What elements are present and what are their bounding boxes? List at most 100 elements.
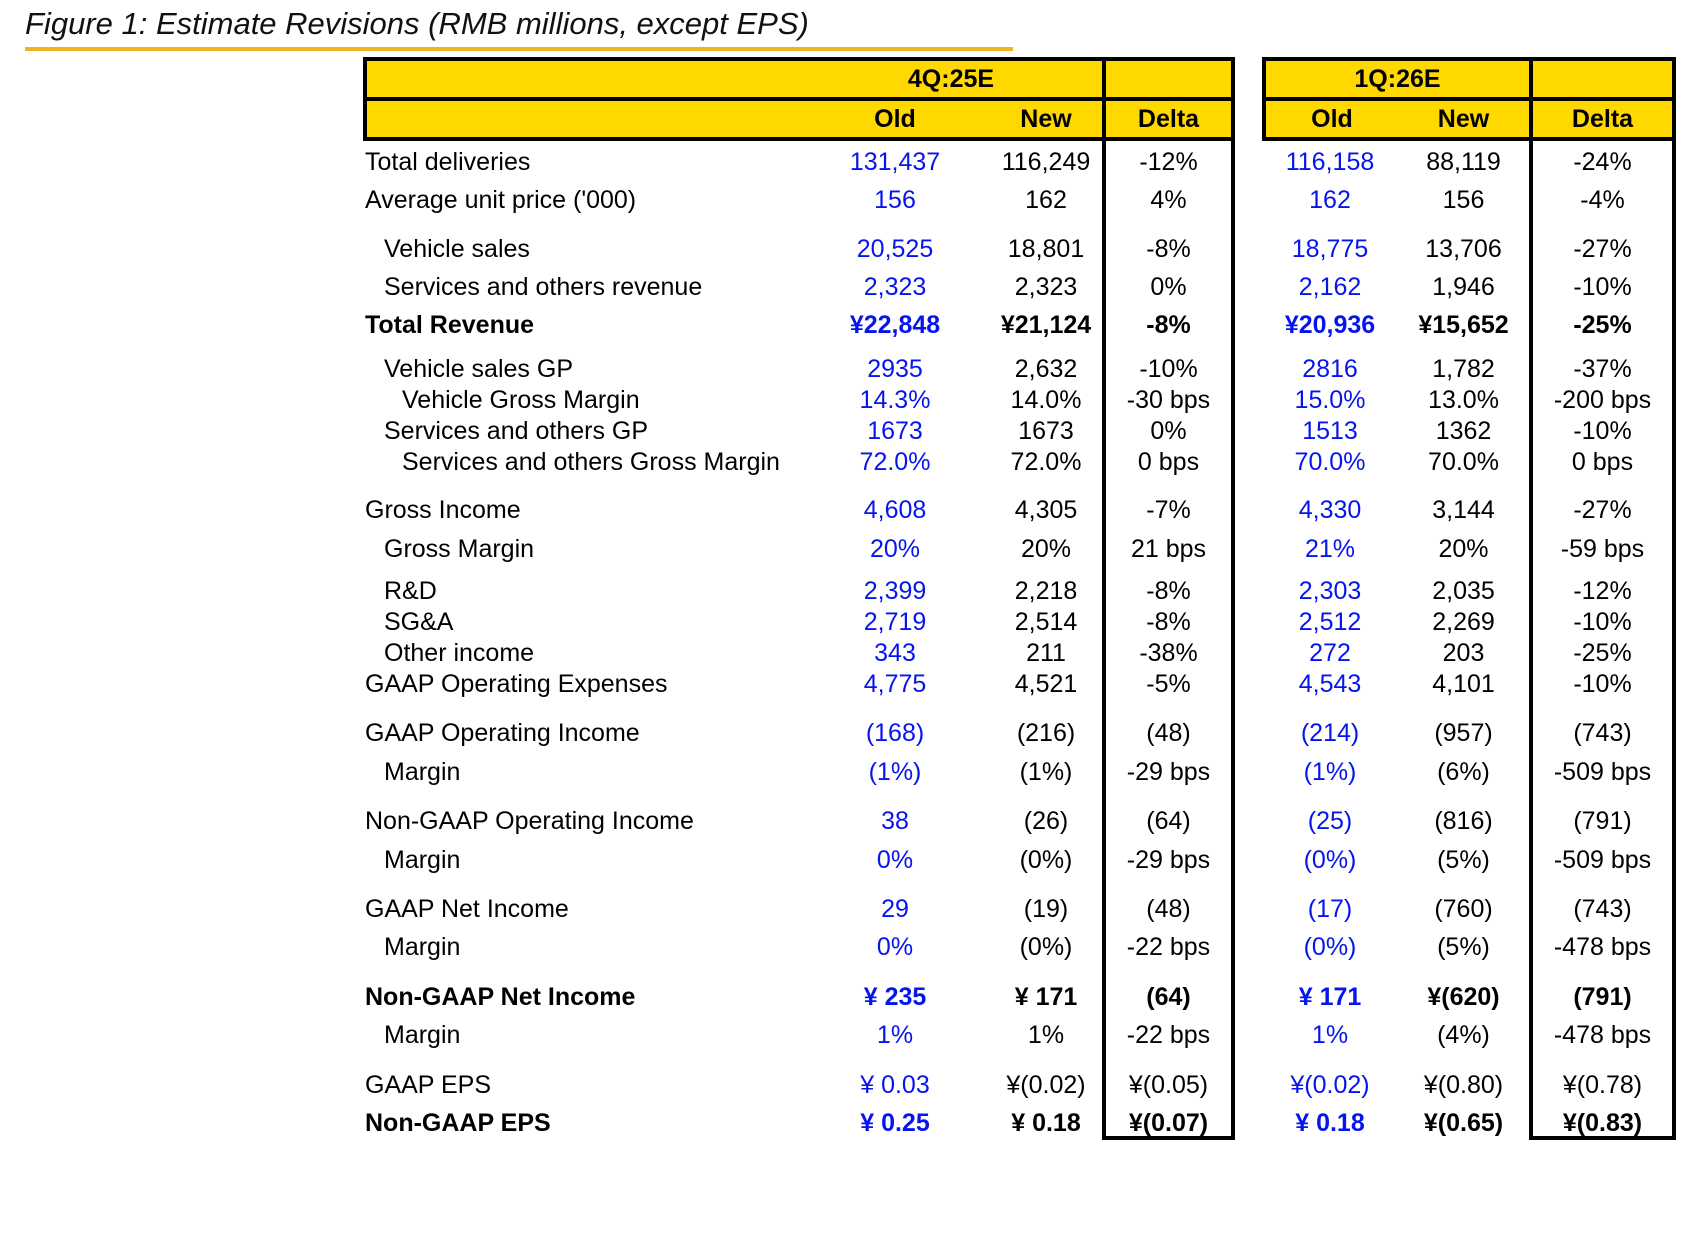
table-row: Vehicle sales 20,525 18,801 -8% 18,775 13,706… — [363, 234, 1676, 265]
row-label: Total Revenue — [365, 311, 535, 339]
cell-4q25e-new: 4,521 — [1014, 670, 1078, 698]
cell-1q26e-new: 13,706 — [1425, 235, 1502, 263]
title-underline — [25, 47, 1013, 51]
row-label: Margin — [384, 933, 461, 961]
row-label: Vehicle Gross Margin — [402, 386, 640, 414]
row-label: GAAP Operating Income — [365, 719, 640, 747]
cell-4q25e-delta: -10% — [1139, 355, 1198, 383]
column-gap — [1235, 310, 1262, 341]
row-label: Margin — [384, 1021, 461, 1049]
new-column-header: New — [1020, 105, 1072, 133]
cell-4q25e-old: ¥ 0.25 — [860, 1109, 930, 1137]
cell-1q26e-old: 116,158 — [1285, 148, 1375, 176]
row-label: GAAP EPS — [365, 1071, 491, 1099]
cell-4q25e-new: 18,801 — [1007, 235, 1085, 263]
cell-4q25e-old: 131,437 — [849, 148, 941, 176]
cell-4q25e-new: ¥ 171 — [1014, 983, 1078, 1011]
cell-4q25e-old: 156 — [874, 186, 916, 214]
cell-4q25e-new: ¥21,124 — [1000, 311, 1092, 339]
cell-4q25e-new: 4,305 — [1014, 496, 1078, 524]
cell-4q25e-old: 2,399 — [863, 577, 927, 605]
cell-4q25e-new: 1% — [1027, 1021, 1065, 1049]
column-gap — [1235, 607, 1262, 638]
column-gap — [1235, 1070, 1262, 1101]
table-row: Gross Income 4,608 4,305 -7% 4,330 3,144 -27% — [363, 495, 1676, 526]
table-row: Other income 343 211 -38% 272 203 -25% — [363, 638, 1676, 669]
cell-1q26e-delta: -10% — [1573, 608, 1632, 636]
cell-1q26e-old: ¥ 0.18 — [1295, 1109, 1365, 1137]
cell-4q25e-delta: ¥(0.07) — [1128, 1109, 1209, 1137]
cell-4q25e-new: 72.0% — [1010, 448, 1082, 476]
column-gap — [1235, 806, 1262, 837]
cell-1q26e-delta: -478 bps — [1553, 933, 1652, 961]
table-row: Non-GAAP EPS ¥ 0.25 ¥ 0.18 ¥(0.07) ¥ 0.18 ¥(0… — [363, 1108, 1676, 1139]
cell-1q26e-delta: (791) — [1573, 807, 1632, 835]
cell-4q25e-new: 2,323 — [1014, 273, 1078, 301]
cell-1q26e-new: (5%) — [1437, 846, 1490, 874]
table-row: Average unit price ('000) 156 162 4% 162 156 -… — [363, 185, 1676, 216]
row-label: Gross Income — [365, 496, 521, 524]
cell-1q26e-new: 156 — [1442, 186, 1485, 214]
cell-4q25e-new: 162 — [1025, 186, 1067, 214]
column-gap — [1235, 1020, 1262, 1051]
cell-1q26e-delta: (743) — [1573, 719, 1632, 747]
cell-4q25e-old: 0% — [876, 933, 914, 961]
cell-1q26e-new: 4,101 — [1432, 670, 1495, 698]
row-label: Services and others revenue — [384, 273, 703, 301]
cell-1q26e-new: 1362 — [1435, 417, 1492, 445]
row-label: Vehicle sales GP — [384, 355, 573, 383]
table-row: GAAP Net Income 29 (19) (48) (17) (760) (743) — [363, 894, 1676, 925]
cell-1q26e-delta: -478 bps — [1553, 1021, 1652, 1049]
table-row: Vehicle sales GP 2935 2,632 -10% 2816 1,782 -3… — [363, 354, 1676, 385]
row-label: Gross Margin — [384, 535, 535, 563]
cell-4q25e-old: (1%) — [868, 758, 922, 786]
cell-1q26e-old: 21% — [1304, 535, 1356, 563]
cell-1q26e-new: (957) — [1434, 719, 1493, 747]
row-label: Non-GAAP Operating Income — [365, 807, 694, 835]
column-gap — [1235, 354, 1262, 385]
cell-4q25e-old: 2935 — [867, 355, 923, 383]
cell-4q25e-old: 38 — [881, 807, 909, 835]
cell-4q25e-delta: -8% — [1146, 235, 1191, 263]
table-row: Vehicle Gross Margin 14.3% 14.0% -30 bps 15.… — [363, 385, 1676, 416]
cell-1q26e-old: 2816 — [1302, 355, 1358, 383]
table-row: Non-GAAP Net Income ¥ 235 ¥ 171 (64) ¥ 171 ¥(… — [363, 982, 1676, 1013]
cell-4q25e-new: ¥(0.02) — [1006, 1071, 1086, 1099]
cell-1q26e-delta: -10% — [1573, 417, 1632, 445]
cell-1q26e-delta: -12% — [1573, 577, 1632, 605]
cell-4q25e-delta: (64) — [1146, 807, 1191, 835]
cell-4q25e-delta: 0% — [1150, 273, 1187, 301]
figure-title: Figure 1: Estimate Revisions (RMB millio… — [25, 6, 809, 41]
cell-4q25e-new: (0%) — [1019, 933, 1073, 961]
cell-1q26e-delta: -25% — [1573, 639, 1632, 667]
cell-4q25e-delta: (48) — [1146, 895, 1191, 923]
column-gap — [1235, 147, 1262, 178]
cell-4q25e-new: 211 — [1026, 639, 1066, 667]
cell-1q26e-delta: -59 bps — [1560, 535, 1645, 563]
cell-1q26e-old: ¥ 171 — [1298, 983, 1362, 1011]
cell-4q25e-old: 2,323 — [863, 273, 927, 301]
cell-1q26e-old: 18,775 — [1291, 235, 1369, 263]
cell-4q25e-delta: -7% — [1146, 496, 1191, 524]
cell-4q25e-old: 1673 — [867, 417, 923, 445]
cell-4q25e-delta: 21 bps — [1130, 535, 1207, 563]
cell-1q26e-old: 70.0% — [1294, 448, 1366, 476]
cell-1q26e-delta: ¥(0.78) — [1562, 1071, 1643, 1099]
cell-4q25e-delta: -8% — [1146, 577, 1191, 605]
cell-1q26e-delta: -509 bps — [1553, 758, 1652, 786]
cell-1q26e-old: ¥(0.02) — [1290, 1071, 1370, 1099]
cell-1q26e-delta: -200 bps — [1553, 386, 1652, 414]
cell-4q25e-delta: 0% — [1150, 417, 1187, 445]
delta-column-header: Delta — [1529, 101, 1672, 137]
cell-1q26e-delta: ¥(0.83) — [1562, 1109, 1643, 1137]
period-header-4q25e: 4Q:25E — [907, 65, 995, 93]
cell-4q25e-old: 4,608 — [863, 496, 927, 524]
cell-4q25e-delta: -29 bps — [1126, 846, 1211, 874]
cell-1q26e-new: 20% — [1438, 535, 1489, 563]
table-row: GAAP Operating Income (168) (216) (48) (214)… — [363, 718, 1676, 749]
header-group-1q26e: 1Q:26E Old New Delta — [1262, 57, 1676, 141]
cell-4q25e-new: 14.0% — [1010, 386, 1082, 414]
column-gap — [1235, 185, 1262, 216]
cell-1q26e-old: (0%) — [1303, 846, 1357, 874]
